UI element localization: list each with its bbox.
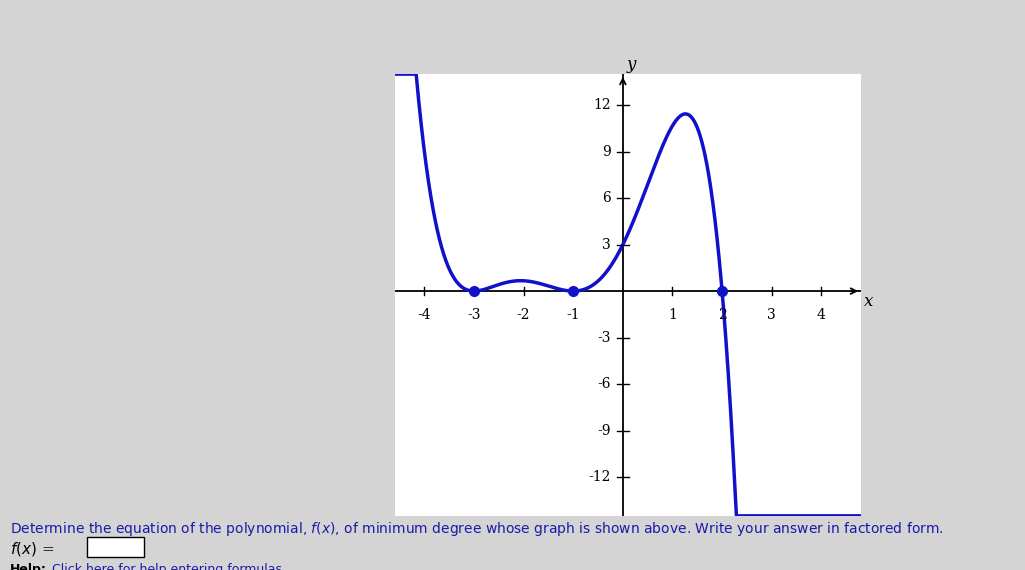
Text: 9: 9: [602, 145, 611, 158]
Text: x: x: [863, 294, 873, 311]
Text: -9: -9: [597, 424, 611, 438]
Text: -2: -2: [517, 308, 530, 322]
Text: 6: 6: [602, 191, 611, 205]
Text: Determine the equation of the polynomial, $f(x)$, of minimum degree whose graph : Determine the equation of the polynomial…: [10, 520, 944, 538]
Text: -1: -1: [567, 308, 580, 322]
Text: -3: -3: [467, 308, 481, 322]
Text: 4: 4: [817, 308, 826, 322]
Text: -3: -3: [597, 331, 611, 345]
Text: 3: 3: [602, 238, 611, 251]
Text: 2: 2: [718, 308, 727, 322]
Text: 3: 3: [768, 308, 776, 322]
Text: $f(x)$ =: $f(x)$ =: [10, 540, 54, 559]
Text: Help:: Help:: [10, 563, 47, 570]
Text: 1: 1: [668, 308, 677, 322]
Text: -6: -6: [597, 377, 611, 391]
Text: y: y: [627, 55, 637, 72]
Text: Click here for help entering formulas: Click here for help entering formulas: [48, 563, 282, 570]
Text: -12: -12: [588, 470, 611, 484]
Text: -4: -4: [417, 308, 432, 322]
Text: 12: 12: [592, 98, 611, 112]
